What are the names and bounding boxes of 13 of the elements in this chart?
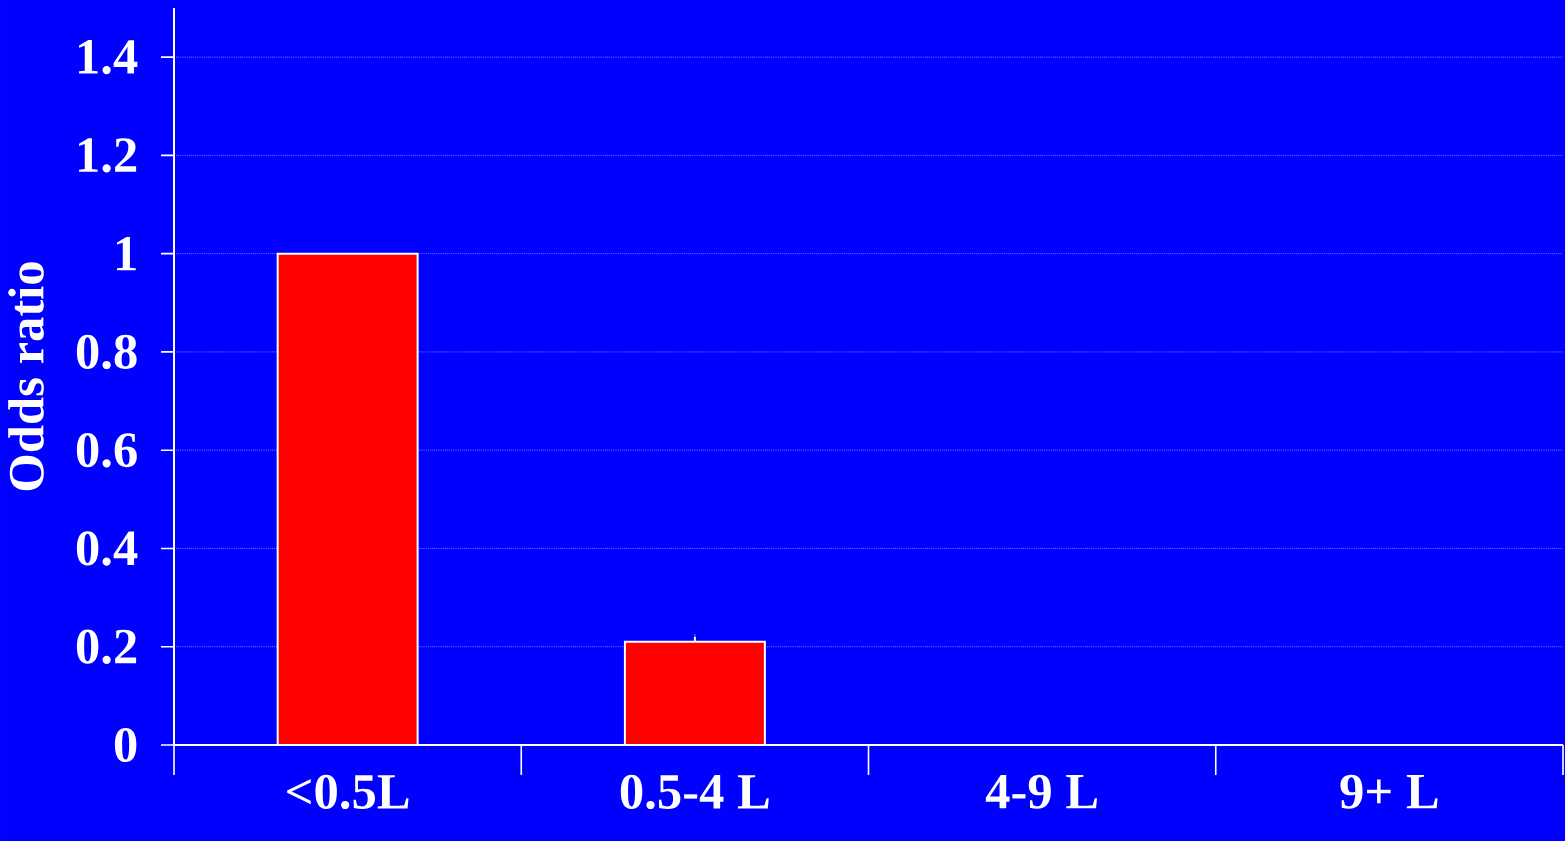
y-tick-label: 1 — [117, 236, 136, 271]
y-axis-title: Odds ratio — [8, 262, 44, 491]
x-tick-label: 4-9 L — [985, 774, 1097, 809]
y-tick-label: 0 — [114, 727, 137, 763]
y-tick-label: 0.4 — [76, 531, 138, 566]
x-tick-label: 9+ L — [1340, 774, 1438, 809]
y-tick-label: 1.4 — [79, 40, 138, 75]
y-tick-label: 0.8 — [76, 334, 137, 370]
x-tick-label: 0.5-4 L — [620, 774, 769, 810]
x-tick-label: <0.5L — [287, 774, 409, 810]
y-tick-label: 0.2 — [76, 629, 137, 664]
y-tick-label: 0.6 — [76, 432, 137, 468]
y-tick-label: 1.2 — [79, 138, 137, 173]
